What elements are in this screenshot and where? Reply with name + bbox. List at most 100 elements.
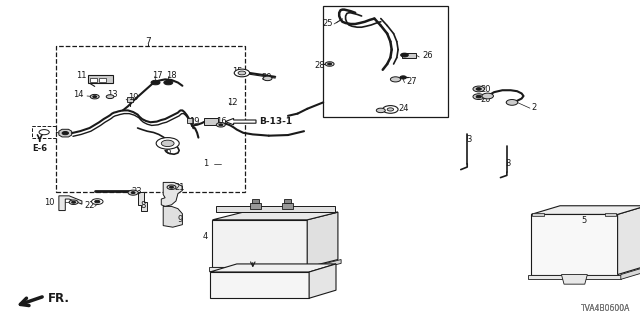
Polygon shape xyxy=(225,118,256,125)
Text: 11: 11 xyxy=(77,71,87,80)
Text: 4: 4 xyxy=(203,232,208,241)
Text: 14: 14 xyxy=(73,90,83,99)
Circle shape xyxy=(238,71,246,75)
Polygon shape xyxy=(212,212,338,220)
Circle shape xyxy=(39,130,49,135)
Polygon shape xyxy=(204,118,218,125)
Circle shape xyxy=(376,108,385,113)
Polygon shape xyxy=(307,212,338,267)
Text: 19: 19 xyxy=(128,93,138,102)
Text: 20: 20 xyxy=(480,95,490,104)
Bar xyxy=(187,118,193,123)
Polygon shape xyxy=(210,272,309,298)
Polygon shape xyxy=(59,196,82,211)
Text: 6: 6 xyxy=(165,148,170,156)
Text: 26: 26 xyxy=(422,52,433,60)
Circle shape xyxy=(219,124,223,126)
Bar xyxy=(532,213,544,216)
Circle shape xyxy=(131,192,135,194)
Text: 22: 22 xyxy=(84,201,95,210)
Bar xyxy=(323,6,448,117)
Text: 17: 17 xyxy=(152,71,163,80)
Text: 13: 13 xyxy=(108,90,118,99)
Text: 25: 25 xyxy=(323,19,333,28)
Circle shape xyxy=(476,95,481,98)
Text: 27: 27 xyxy=(406,77,417,86)
Polygon shape xyxy=(528,275,621,279)
Polygon shape xyxy=(531,206,640,214)
Bar xyxy=(402,53,416,58)
Text: 5: 5 xyxy=(581,216,586,225)
Polygon shape xyxy=(59,129,72,137)
Circle shape xyxy=(401,53,408,57)
Circle shape xyxy=(69,200,78,204)
Text: 10: 10 xyxy=(44,198,54,207)
Polygon shape xyxy=(216,206,335,212)
Polygon shape xyxy=(209,267,310,271)
Polygon shape xyxy=(531,214,618,275)
Bar xyxy=(250,203,261,209)
Bar xyxy=(32,126,56,138)
Polygon shape xyxy=(310,260,341,271)
Circle shape xyxy=(72,201,76,203)
Text: 7: 7 xyxy=(146,37,151,46)
Circle shape xyxy=(90,94,99,99)
Circle shape xyxy=(93,96,97,98)
Bar xyxy=(127,97,133,102)
Circle shape xyxy=(506,100,518,105)
Text: TVA4B0600A: TVA4B0600A xyxy=(581,304,630,313)
Circle shape xyxy=(234,69,250,77)
Bar xyxy=(605,213,616,216)
Circle shape xyxy=(473,94,484,100)
Circle shape xyxy=(151,80,160,85)
Text: 9: 9 xyxy=(178,215,183,224)
Bar xyxy=(282,203,293,209)
Bar xyxy=(99,78,106,82)
Text: 19: 19 xyxy=(189,117,200,126)
Circle shape xyxy=(216,123,225,127)
Circle shape xyxy=(128,190,138,195)
Text: 8: 8 xyxy=(141,201,146,210)
Circle shape xyxy=(263,76,272,81)
Polygon shape xyxy=(161,182,182,206)
Polygon shape xyxy=(309,264,336,298)
Circle shape xyxy=(106,95,114,99)
Text: 2: 2 xyxy=(531,103,536,112)
Bar xyxy=(88,75,113,83)
Text: 16: 16 xyxy=(216,117,227,126)
Text: TVA4B0600A: TVA4B0600A xyxy=(581,304,630,313)
Text: 20: 20 xyxy=(480,85,490,94)
Circle shape xyxy=(161,140,174,147)
Text: 15: 15 xyxy=(232,68,243,76)
Circle shape xyxy=(328,63,332,65)
Text: 20: 20 xyxy=(261,73,271,82)
Bar xyxy=(56,46,245,192)
Circle shape xyxy=(400,76,406,79)
Polygon shape xyxy=(618,206,640,275)
Polygon shape xyxy=(561,275,588,284)
Circle shape xyxy=(473,86,484,92)
Circle shape xyxy=(387,108,394,111)
Text: FR.: FR. xyxy=(48,292,70,305)
Circle shape xyxy=(164,80,173,85)
Text: 18: 18 xyxy=(166,71,177,80)
Circle shape xyxy=(476,88,481,90)
Text: 3: 3 xyxy=(466,135,471,144)
Polygon shape xyxy=(210,264,336,272)
Text: 3: 3 xyxy=(506,159,511,168)
Circle shape xyxy=(170,186,173,188)
Circle shape xyxy=(390,77,401,82)
Polygon shape xyxy=(212,220,307,267)
Text: B-13-1: B-13-1 xyxy=(259,117,292,126)
Circle shape xyxy=(325,62,334,66)
Circle shape xyxy=(383,106,398,113)
Circle shape xyxy=(482,93,493,99)
Bar xyxy=(90,78,97,82)
Text: 12: 12 xyxy=(227,98,237,107)
Text: E-6: E-6 xyxy=(32,144,47,153)
Text: 28: 28 xyxy=(314,61,325,70)
Circle shape xyxy=(62,132,68,135)
Bar xyxy=(252,199,259,203)
Text: 23: 23 xyxy=(131,188,142,196)
Circle shape xyxy=(156,138,179,149)
